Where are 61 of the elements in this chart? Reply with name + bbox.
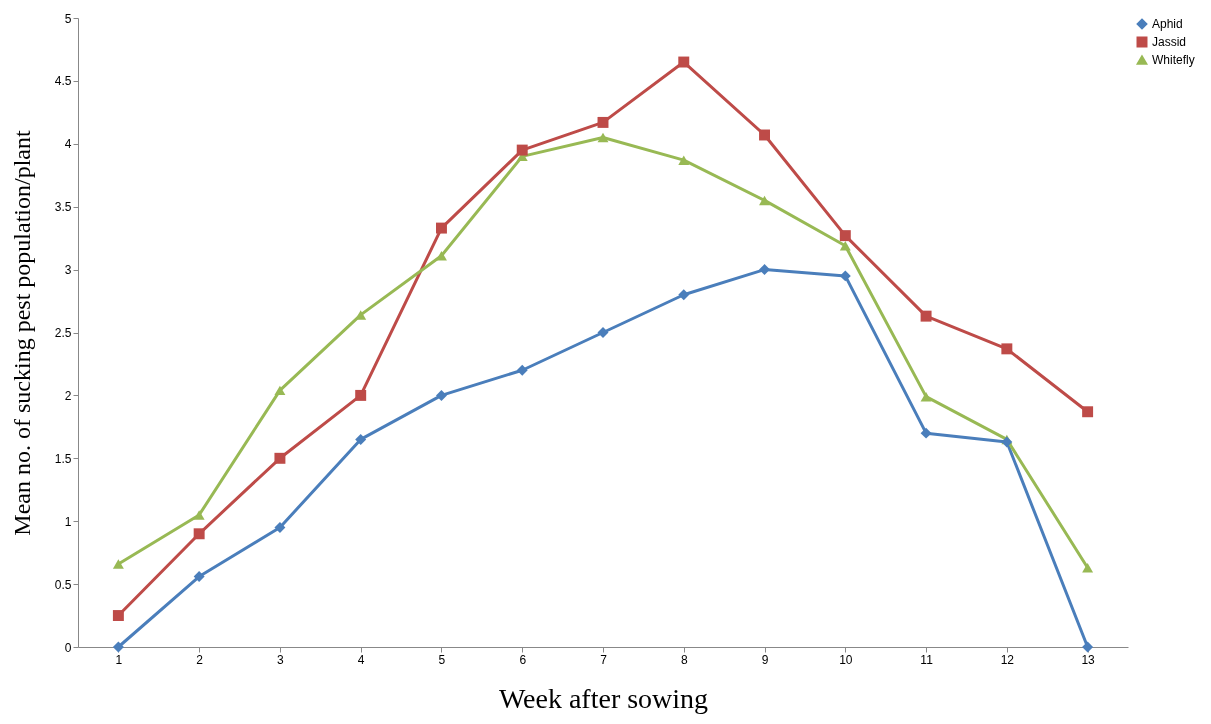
- point: [274, 385, 286, 396]
- point: [597, 116, 609, 128]
- y-tick-label: 1.5: [54, 451, 72, 466]
- y-tick-label: 2: [64, 388, 72, 403]
- point: [435, 389, 447, 401]
- y-axis-title: Mean no. of sucking pest population/plant: [8, 130, 35, 536]
- point: [839, 240, 851, 251]
- point: [274, 522, 286, 533]
- point: [839, 230, 851, 242]
- x-tick-label: 10: [839, 652, 853, 667]
- point: [355, 433, 367, 445]
- y-tick-label: 1: [64, 514, 72, 529]
- point: [355, 389, 367, 401]
- point: [678, 155, 690, 165]
- point: [1001, 343, 1013, 355]
- legend-label: Aphid: [1152, 17, 1183, 31]
- x-tick-label: 7: [600, 652, 608, 667]
- point: [274, 452, 286, 464]
- point: [1082, 563, 1094, 573]
- point: [759, 195, 771, 206]
- legend-label: Whitefly: [1152, 53, 1195, 67]
- x-tick-label: 11: [920, 652, 934, 667]
- point: [516, 364, 528, 376]
- x-tick-label: 2: [196, 652, 204, 667]
- y-tick-label: 4.5: [54, 74, 72, 89]
- x-tick-label: 9: [761, 652, 769, 667]
- legend-label: Jassid: [1152, 35, 1187, 49]
- y-tick-label: 3: [64, 263, 72, 278]
- point: [759, 129, 771, 141]
- y-tick-label: 5: [64, 11, 72, 26]
- point: [435, 222, 447, 234]
- point: [516, 144, 528, 156]
- y-tick-label: 2.5: [54, 326, 72, 340]
- point: [112, 641, 124, 653]
- x-tick-label: 6: [519, 652, 527, 667]
- x-tick-label: 5: [438, 652, 446, 667]
- point: [920, 391, 932, 402]
- point: [597, 132, 609, 143]
- x-tick-label: 3: [277, 652, 285, 667]
- y-tick-label: 3.5: [54, 200, 72, 215]
- x-tick-label: 12: [1000, 652, 1015, 667]
- point: [112, 610, 124, 622]
- x-tick-label: 4: [357, 652, 365, 667]
- point: [920, 310, 932, 322]
- x-axis-title: Week after sowing: [498, 682, 709, 714]
- point: [1082, 406, 1094, 418]
- point: [193, 510, 205, 520]
- x-tick-label: 13: [1081, 652, 1096, 667]
- y-tick-label: 0: [64, 640, 72, 655]
- x-tick-label: 8: [680, 652, 688, 667]
- point: [920, 427, 932, 439]
- point: [193, 571, 205, 583]
- point: [678, 289, 690, 301]
- point: [112, 559, 124, 569]
- y-tick-label: 4: [64, 137, 72, 152]
- y-tick-label: 0.5: [54, 577, 72, 592]
- point: [193, 528, 205, 540]
- point: [759, 264, 771, 276]
- point: [1082, 641, 1094, 653]
- point: [678, 56, 690, 68]
- x-tick-label: 1: [115, 652, 123, 667]
